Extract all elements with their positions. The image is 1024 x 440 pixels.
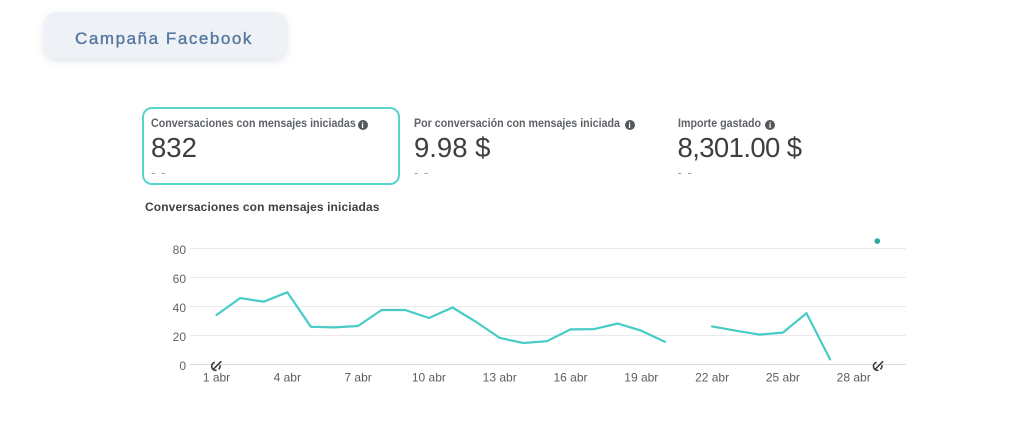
svg-text:40: 40 [173, 301, 187, 315]
svg-text:13 abr: 13 abr [483, 371, 517, 385]
svg-text:16 abr: 16 abr [553, 371, 587, 385]
svg-text:28 abr: 28 abr [837, 371, 871, 385]
svg-text:10 abr: 10 abr [412, 371, 446, 385]
svg-text:60: 60 [173, 272, 187, 286]
svg-text:19 abr: 19 abr [624, 371, 658, 385]
svg-text:4 abr: 4 abr [274, 371, 301, 385]
svg-text:1 abr: 1 abr [203, 371, 230, 385]
svg-text:22 abr: 22 abr [695, 371, 729, 385]
svg-text:80: 80 [173, 243, 187, 257]
svg-text:7 abr: 7 abr [344, 371, 371, 385]
svg-text:20: 20 [173, 330, 187, 344]
svg-text:25 abr: 25 abr [766, 371, 800, 385]
svg-text:0: 0 [179, 359, 186, 373]
